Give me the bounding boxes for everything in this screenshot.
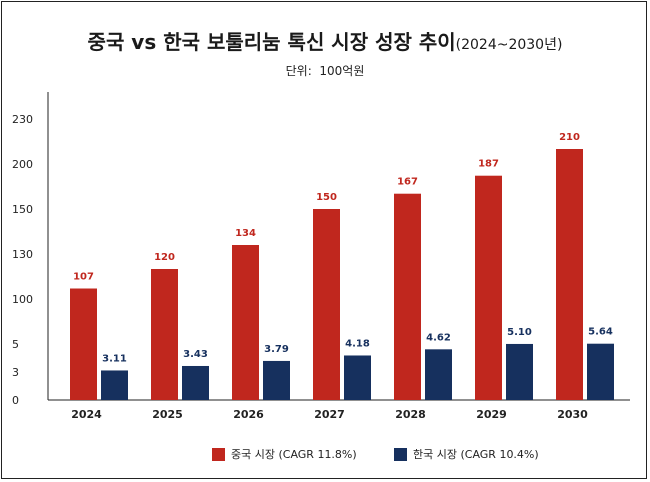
bar-korea [101,370,128,400]
y-tick-label: 150 [12,203,33,216]
bars [70,149,614,400]
bar-china [394,193,421,400]
legend-label-korea: 한국 시장 (CAGR 10.4%) [413,448,539,461]
data-label-korea: 3.11 [102,353,127,364]
x-tick-label: 2028 [395,408,426,421]
data-label-china: 120 [154,252,175,263]
y-tick-label: 0 [12,394,19,407]
data-label-korea: 4.62 [426,332,451,343]
data-label-china: 107 [73,272,94,283]
chart-title-main: 중국 vs 한국 보툴리눔 톡신 시장 성장 추이 [87,30,456,54]
y-tick-label: 200 [12,158,33,171]
data-label-korea: 5.10 [507,327,532,338]
data-label-korea: 3.79 [264,344,289,355]
y-tick-label: 100 [12,293,33,306]
x-tick-label: 2026 [233,408,264,421]
x-tick-label: 2029 [476,408,507,421]
x-tick-label: 2030 [557,408,588,421]
data-label-korea: 4.18 [345,338,370,349]
data-label-china: 134 [235,228,256,239]
legend-swatch-korea [394,447,407,461]
bar-korea [425,349,452,400]
y-ticks: 0 3 5 100 130 150 200 230 [12,113,33,407]
bar-china [313,209,340,400]
x-tick-label: 2024 [71,408,102,421]
bar-china [232,245,259,400]
bar-china [475,175,502,400]
y-tick-label: 230 [12,113,33,126]
data-label-korea: 5.64 [588,327,613,338]
bar-korea [344,355,371,400]
unit-value: 100억원 [319,64,365,78]
chart-title: 중국 vs 한국 보툴리눔 톡신 시장 성장 추이(2024~2030년) [0,26,650,55]
data-label-korea: 3.43 [183,349,208,360]
legend-label-china: 중국 시장 (CAGR 11.8%) [231,448,357,461]
x-tick-label: 2027 [314,408,345,421]
bar-korea [182,365,209,400]
data-label-china: 210 [559,132,580,143]
unit-label: 단위: 100억원 [0,62,650,79]
x-tick-label: 2025 [152,408,183,421]
bar-china [556,149,583,400]
chart-title-years: (2024~2030년) [455,37,563,53]
legend-swatch-china [212,447,225,461]
bar-china [151,269,178,400]
y-tick-label: 130 [12,248,33,261]
bar-china [70,288,97,400]
data-label-china: 187 [478,159,499,170]
data-labels: 107 3.11 120 3.43 134 3.79 150 4.18 167 4.62 187 5.… [73,132,613,364]
x-ticks: 2024 2025 2026 2027 2028 2029 2030 [71,408,588,421]
y-tick-label: 5 [12,338,19,351]
bar-korea [506,343,533,400]
bar-korea [263,360,290,400]
data-label-china: 150 [316,192,337,203]
bar-korea [587,343,614,400]
data-label-china: 167 [397,177,418,188]
legend-item-china: 중국 시장 (CAGR 11.8%) [212,446,357,462]
legend-item-korea: 한국 시장 (CAGR 10.4%) [394,446,539,462]
y-tick-label: 3 [12,366,19,379]
unit-prefix: 단위: [285,64,312,78]
